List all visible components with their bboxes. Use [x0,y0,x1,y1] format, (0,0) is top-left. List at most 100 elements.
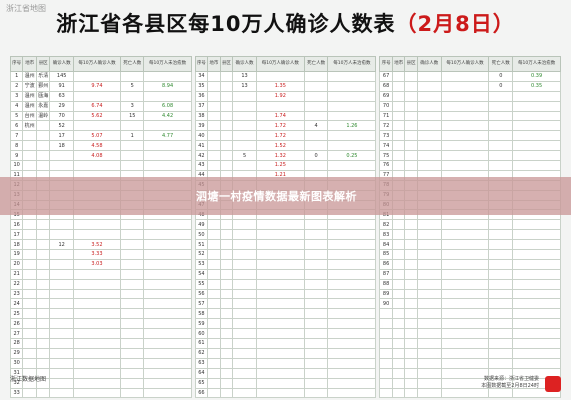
table-row: 24 [9,298,192,310]
table-row: 74 [379,140,562,152]
table-cell [232,219,257,231]
table-cell [232,298,257,310]
table-cell: 13 [232,80,257,92]
table-cell: 62 [194,347,209,359]
table-cell [49,150,74,162]
table-cell [512,130,562,142]
table-cell [512,308,562,320]
table-row: 25 [9,308,192,320]
data-table-1: 序号 地市 县区 确诊人数 每10万人确诊人数 死亡人数 每10万人未治愈数 1 温州 乐清 145… [9,56,192,399]
table-cell [219,298,234,310]
table-cell: 3.52 [72,239,122,251]
table-cell [219,140,234,152]
table-cell [404,298,418,310]
table-row: 70 [379,100,562,112]
table-cell [440,160,490,171]
table-cell [232,160,257,171]
table-cell [49,160,74,171]
table-cell [440,338,490,349]
table-cell [143,239,192,251]
column-header: 死亡人数 [488,56,514,72]
table-cell [512,160,562,171]
table-cell [440,71,490,82]
table-cell [255,229,305,241]
table-cell [49,288,74,300]
table-cell: 145 [49,71,74,82]
table-cell [120,258,145,270]
table-cell [35,347,51,359]
table-cell [404,140,418,152]
table-cell [219,258,234,270]
table-cell: 73 [379,130,393,142]
table-cell [416,268,442,280]
table-cell [22,229,37,241]
table-cell [440,328,490,340]
column-header: 地市 [207,56,221,72]
table-cell: 69 [379,90,393,102]
table-cell [143,249,192,260]
table-cell [35,268,51,280]
table-cell [391,268,406,280]
table-cell [49,387,74,399]
table-cell: 5.07 [72,130,122,142]
table-row: 72 [379,120,562,132]
table-cell [207,268,221,280]
table-cell [72,71,122,82]
table-cell [416,229,442,241]
table-cell: 57 [194,298,209,310]
table-cell [35,288,51,300]
column-header: 序号 [379,56,393,72]
table-row: 61 [194,338,377,349]
table-row: 49 [194,219,377,231]
table-cell [143,288,192,300]
table-cell: 10 [9,160,24,171]
table-cell: 91 [49,80,74,92]
table-cell [49,318,74,330]
table-row: 69 [379,90,562,102]
table-cell [416,357,442,369]
table-cell [143,318,192,330]
table-cell [379,357,393,369]
table-cell: 温州 [22,71,37,82]
table-cell [207,318,221,330]
table-cell: 4.58 [72,140,122,152]
table-cell [327,278,377,290]
table-cell: 87 [379,268,393,280]
table-cell [255,347,305,359]
table-cell [303,258,329,270]
table-row: 85 [379,249,562,260]
table-row: 28 [9,338,192,349]
table-cell: 27 [9,328,24,340]
table-cell [49,347,74,359]
table-cell: 1.32 [255,150,305,162]
table-cell: 61 [194,338,209,349]
table-cell [35,328,51,340]
table-cell: 59 [194,318,209,330]
table-cell [232,140,257,152]
table-cell [327,308,377,320]
table-cell [512,219,562,231]
table-cell: 36 [194,90,209,102]
table-cell [416,90,442,102]
table-cell [327,239,377,251]
table-cell [219,347,234,359]
table-cell [255,328,305,340]
table-cell: 3.33 [72,249,122,260]
table-row: 89 [379,288,562,300]
column-header: 序号 [9,56,24,72]
table-cell [440,347,490,359]
table-row: 37 [194,100,377,112]
table-cell [488,100,514,112]
table-row: 63 [194,357,377,369]
table-cell [303,308,329,320]
table-cell [379,328,393,340]
table-cell: 1.72 [255,130,305,142]
table-cell [49,249,74,260]
table-cell [207,100,221,112]
table-cell [303,229,329,241]
table-cell [440,90,490,102]
table-cell [303,338,329,349]
table-cell [207,288,221,300]
table-cell [303,328,329,340]
table-cell: 1.25 [255,160,305,171]
